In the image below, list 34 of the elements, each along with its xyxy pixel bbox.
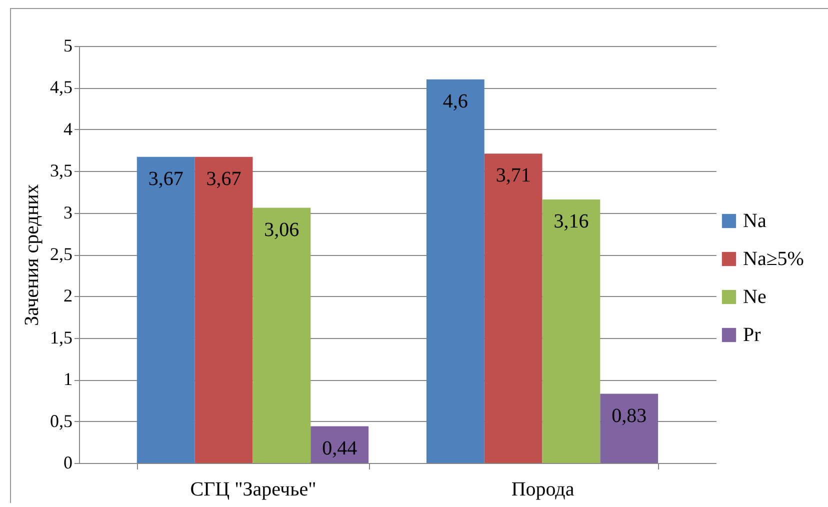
y-tick-label: 5 (64, 36, 72, 56)
y-tick-label: 4 (64, 118, 72, 139)
bar (426, 79, 484, 463)
data-label: 3,06 (264, 218, 300, 241)
y-tick-label: 1,5 (50, 327, 72, 348)
data-label: 3,67 (148, 168, 184, 190)
data-label: 0,83 (612, 404, 647, 427)
y-tick-label: 4,5 (50, 77, 72, 98)
bar (310, 426, 369, 463)
y-axis-title: Зачения средних (21, 184, 43, 326)
y-tick-label: 2,5 (50, 244, 72, 264)
x-tick-label: СГЦ "Заречье" (190, 478, 316, 500)
bar (600, 394, 658, 463)
legend-label: Pr (743, 324, 762, 346)
y-tick-label: 1 (64, 369, 72, 390)
y-tick-label: 3,5 (50, 160, 72, 181)
data-label: 3,71 (496, 164, 531, 187)
bar (136, 156, 195, 463)
bar (252, 208, 311, 463)
bar (484, 154, 542, 463)
legend-label: Na≥5% (743, 248, 804, 270)
x-tick-label: Порода (511, 478, 574, 500)
bar (194, 156, 253, 463)
y-tick-label: 0,5 (50, 410, 72, 431)
legend-label: Na (743, 210, 766, 232)
legend-label: Ne (743, 286, 766, 308)
y-tick-label: 2 (64, 286, 72, 306)
data-label: 4,6 (442, 90, 468, 112)
bar (542, 199, 600, 463)
y-tick-label: 3 (64, 202, 72, 222)
y-tick-label: 0 (64, 452, 72, 472)
data-label: 3,16 (554, 210, 589, 232)
data-label: 3,67 (206, 168, 242, 190)
data-label: 0,44 (322, 437, 358, 460)
